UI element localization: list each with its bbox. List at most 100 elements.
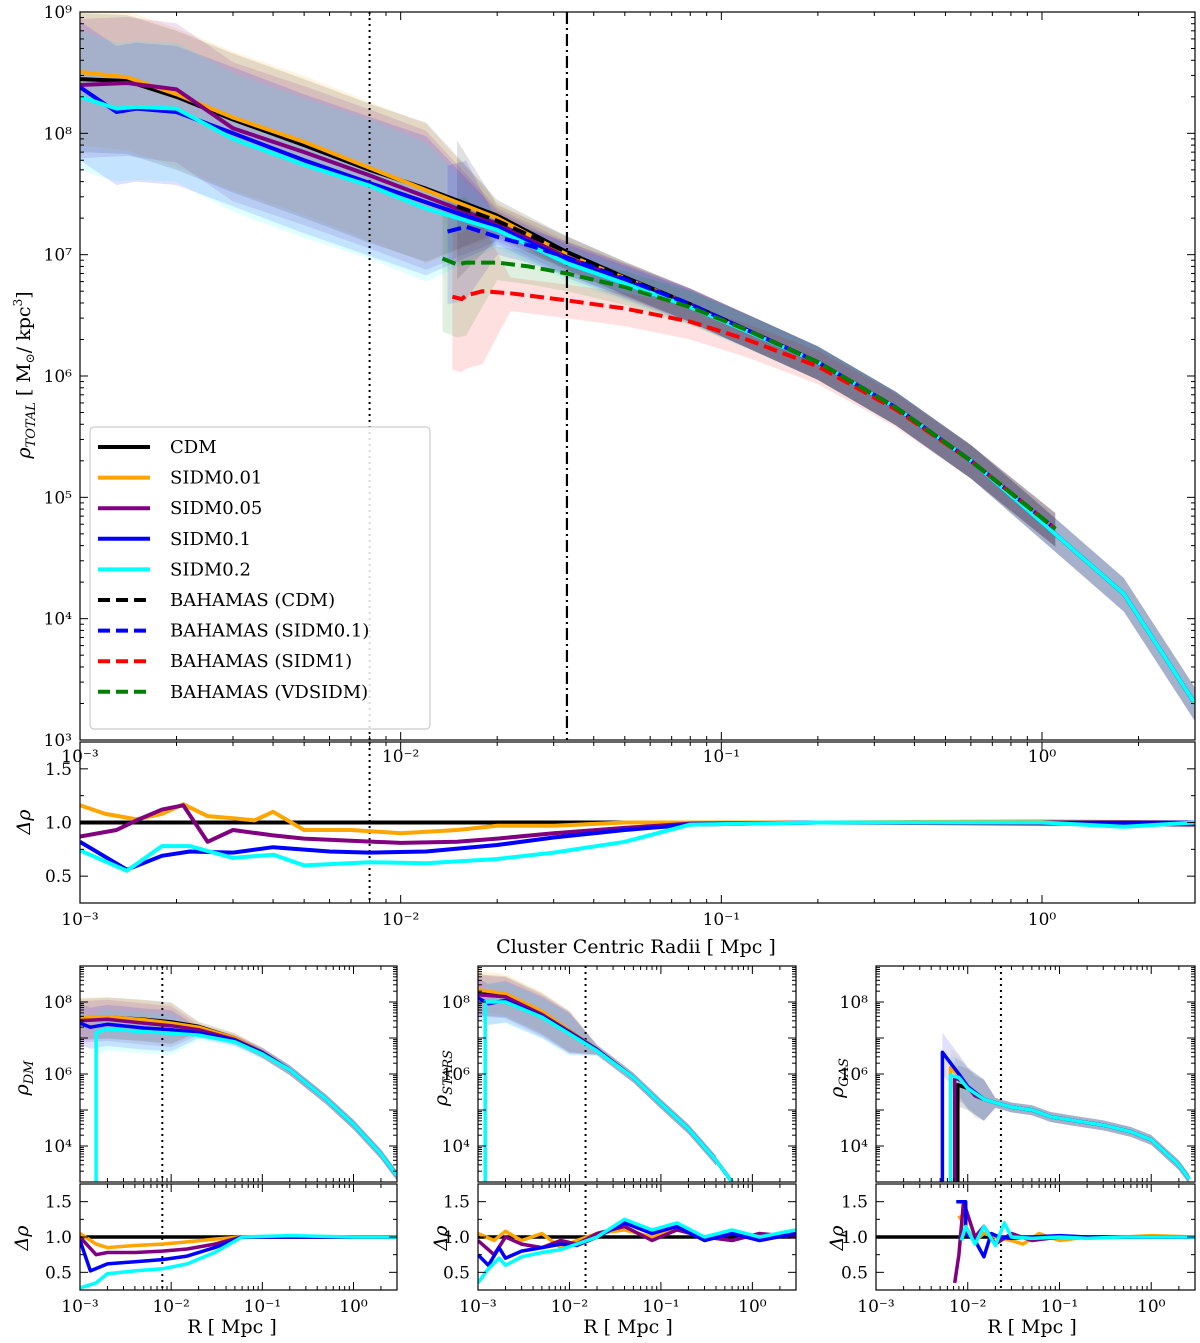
dm-ratio-y-axis-title: Δρ — [11, 1225, 33, 1252]
gas-ratio-y-tick-label: 0.5 — [841, 1263, 868, 1283]
main-top-x-tick-label: 10⁻¹ — [703, 747, 740, 767]
dm-ratio-series-sidm0-2 — [80, 1233, 397, 1290]
legend: CDM SIDM0.01 SIDM0.05 SIDM0.1 SIDM0.2 BAHAMAS… — [89, 426, 431, 730]
legend-label: BAHAMAS (SIDM0.1) — [170, 621, 369, 642]
panel-dm-ratio: 10⁻³ 10⁻² 10⁻¹ 10⁰ 0.5 1.0 1.5 — [45, 1183, 398, 1317]
main-top-series-bahamas-vdsidm- — [441, 256, 1057, 531]
dm-ratio-x-tick-label: 10⁻² — [152, 1297, 189, 1317]
dm-top-y-tick-label: 10⁴ — [44, 1137, 73, 1157]
stars-ratio-plot-area — [478, 1184, 796, 1290]
main-top-band-cdm — [80, 13, 1195, 722]
legend-item: BAHAMAS (CDM) — [98, 590, 335, 611]
main-ratio-series-sidm0-1 — [80, 820, 1195, 872]
stars-ratio-y-tick-label: 1.5 — [443, 1193, 470, 1213]
dm-x-axis-title: R [ Mpc ] — [187, 1316, 277, 1338]
stars-top-band-sidm0-01 — [478, 970, 716, 1166]
main-top-y-tick-label: 10³ — [44, 731, 72, 751]
legend-item: SIDM0.2 — [98, 559, 251, 580]
main-top-series-sidm0-2 — [80, 94, 1195, 705]
stars-top-series-sidm0-2 — [483, 1000, 734, 1182]
panel-dm-density: 10⁴ 10⁶ 10⁸ — [44, 965, 398, 1183]
gas-ratio-y-axis-title: Δρ — [826, 1225, 848, 1252]
legend-label: SIDM0.01 — [170, 468, 262, 489]
dm-ratio-x-tick-label: 10⁰ — [339, 1297, 368, 1317]
main-top-band-sidm0-01 — [80, 12, 1195, 722]
main-top-band-sidm0-1 — [80, 21, 1195, 722]
gas-top-band-cdm — [957, 1065, 1190, 1182]
legend-label: BAHAMAS (VDSIDM) — [170, 682, 368, 703]
dm-top-frame — [79, 965, 398, 1183]
stars-ratio-series-sidm0-05 — [478, 1224, 796, 1257]
dm-top-series-sidm0-2 — [94, 1027, 397, 1182]
gas-ratio-x-tick-label: 10⁻³ — [857, 1297, 894, 1317]
panel-gas-density: 10⁴ 10⁶ 10⁸ — [840, 965, 1196, 1183]
legend-item: SIDM0.01 — [98, 468, 262, 489]
gas-ratio-x-tick-label: 10⁰ — [1137, 1297, 1166, 1317]
stars-top-band-cdm — [478, 974, 716, 1166]
dm-top-y-tick-label: 10⁸ — [44, 993, 73, 1013]
main-x-axis-title: Cluster Centric Radii [ Mpc ] — [496, 936, 776, 958]
gas-ratio-plot-area — [876, 1184, 1195, 1290]
stars-top-y-tick-label: 10⁴ — [442, 1137, 471, 1157]
main-top-x-tick-label: 10⁻² — [382, 747, 419, 767]
dm-ratio-x-tick-label: 10⁻¹ — [244, 1297, 281, 1317]
gas-top-series-sidm0-2 — [948, 1073, 1191, 1182]
dm-top-band-sidm0-2 — [96, 1009, 397, 1181]
panel-total-ratio: 10⁻³ 10⁻² 10⁻¹ 10⁰ 0.5 1.0 1.5 — [45, 741, 1196, 930]
legend-item: SIDM0.05 — [98, 498, 262, 519]
dm-top-plot-area — [80, 966, 397, 1182]
legend-box — [89, 426, 431, 730]
main-ratio-y-tick-label: 1.0 — [45, 814, 72, 834]
legend-label: SIDM0.2 — [170, 559, 251, 580]
stars-ratio-y-tick-label: 0.5 — [443, 1263, 470, 1283]
legend-item: BAHAMAS (SIDM1) — [98, 651, 352, 672]
legend-label: CDM — [170, 437, 217, 458]
gas-top-y-tick-label: 10⁴ — [840, 1137, 869, 1157]
main-top-y-tick-label: 10⁴ — [44, 610, 73, 630]
dm-ratio-plot-area — [80, 1184, 397, 1290]
stars-top-y-tick-label: 10⁶ — [442, 1065, 471, 1085]
main-ratio-y-tick-label: 1.5 — [45, 760, 72, 780]
stars-ratio-x-tick-label: 10⁻² — [551, 1297, 588, 1317]
stars-top-y-tick-label: 10⁸ — [442, 993, 471, 1013]
main-ratio-x-tick-label: 10⁻² — [382, 910, 419, 930]
gas-top-frame — [875, 965, 1196, 1183]
panel-stars-density: 10⁴ 10⁶ 10⁸ — [442, 965, 797, 1183]
legend-item: SIDM0.1 — [98, 529, 251, 550]
legend-item: BAHAMAS (SIDM0.1) — [98, 621, 369, 642]
legend-item: BAHAMAS (VDSIDM) — [98, 682, 368, 703]
main-top-band-bahamas-vdsidm- — [442, 192, 1056, 547]
dm-ratio-y-tick-label: 1.5 — [45, 1193, 72, 1213]
gas-ratio-series-sidm0-1 — [956, 1199, 1195, 1259]
stars-top-band-sidm0-1 — [478, 978, 716, 1166]
legend-item: CDM — [98, 437, 217, 458]
main-top-y-tick-label: 10⁷ — [44, 246, 73, 266]
main-top-x-tick-label: 10⁰ — [1028, 747, 1057, 767]
gas-ratio-y-tick-label: 1.5 — [841, 1193, 868, 1213]
dm-top-band-sidm0-05 — [80, 999, 397, 1181]
main-ratio-y-tick-label: 0.5 — [45, 867, 72, 887]
stars-x-axis-title: R [ Mpc ] — [583, 1316, 673, 1338]
stars-ratio-x-tick-label: 10⁰ — [738, 1297, 767, 1317]
main-top-band-sidm0-2 — [80, 30, 1195, 722]
gas-ratio-y-tick-label: 1.0 — [841, 1228, 868, 1248]
main-ratio-x-tick-label: 10⁻¹ — [703, 910, 740, 930]
main-top-y-tick-label: 10⁹ — [44, 3, 73, 23]
stars-ratio-x-tick-label: 10⁻³ — [459, 1297, 496, 1317]
gas-ratio-series-sidm0-2 — [959, 1221, 1195, 1248]
main-ratio-series-sidm0-2 — [80, 820, 1195, 873]
main-top-plot-area — [80, 12, 1195, 740]
main-top-band-bahamas-sidm0-1- — [447, 160, 1056, 547]
gas-top-plot-area — [940, 966, 1191, 1182]
stars-ratio-x-tick-label: 10⁻¹ — [642, 1297, 679, 1317]
stars-ratio-y-tick-label: 1.0 — [443, 1228, 470, 1248]
gas-top-y-tick-label: 10⁸ — [840, 993, 869, 1013]
gas-top-band-sidm0-1 — [942, 1032, 1190, 1182]
gas-x-axis-title: R [ Mpc ] — [987, 1316, 1077, 1338]
panel-stars-ratio: 10⁻³ 10⁻² 10⁻¹ 10⁰ 0.5 1.0 1.5 — [443, 1183, 797, 1317]
main-ratio-y-axis-title: Δρ — [13, 809, 35, 836]
stars-top-band-sidm0-05 — [478, 975, 716, 1166]
stars-ratio-y-axis-title: Δρ — [430, 1225, 452, 1252]
dm-ratio-y-tick-label: 1.0 — [45, 1228, 72, 1248]
